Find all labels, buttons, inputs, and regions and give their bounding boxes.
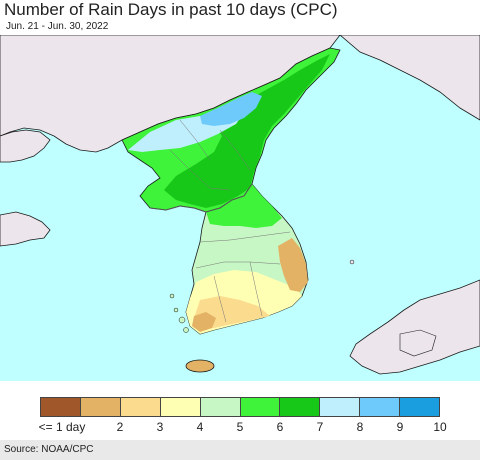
color-legend: <= 1 day 2 3 4 5 6 7 8 9 10	[38, 397, 447, 436]
land-liaodong	[0, 129, 51, 163]
rain-zone-2-south	[192, 312, 216, 332]
legend-label-5: 6	[276, 420, 284, 434]
legend-swatch-4	[200, 398, 241, 416]
legend-label-1: 2	[116, 420, 124, 434]
legend-swatch-5	[240, 398, 281, 416]
legend-label-9: 10	[433, 420, 447, 434]
land-shandong	[0, 211, 51, 247]
legend-swatch-6	[280, 398, 321, 416]
legend-swatch-7	[320, 398, 361, 416]
footer: Source: NOAA/CPC	[0, 440, 480, 460]
legend-swatch-1	[80, 398, 121, 416]
rain-zone-7-north	[164, 54, 330, 208]
legend-swatch-0	[41, 398, 81, 416]
legend-label-0: <= 1 day	[38, 420, 86, 434]
ulleung-island	[349, 259, 355, 265]
legend-label-6: 7	[316, 420, 324, 434]
dmz-border	[149, 183, 253, 213]
legend-label-3: 4	[196, 420, 204, 434]
rain-zone-6-south	[206, 184, 282, 228]
land-japan-kyushu	[399, 329, 437, 357]
legend-label-2: 3	[156, 420, 164, 434]
legend-labels: <= 1 day 2 3 4 5 6 7 8 9 10	[38, 420, 447, 436]
jeju-island	[185, 359, 215, 373]
map-title: Number of Rain Days in past 10 days (CPC…	[4, 0, 338, 19]
land-japan	[349, 279, 480, 375]
rain-zone-2-east	[278, 238, 308, 292]
legend-swatch-9	[400, 398, 440, 416]
legend-swatch-8	[360, 398, 401, 416]
rain-days-map	[0, 35, 480, 381]
legend-swatch-3	[160, 398, 201, 416]
rain-zone-9	[200, 92, 262, 126]
land-russia	[339, 35, 480, 121]
legend-label-4: 5	[236, 420, 244, 434]
date-range: Jun. 21 - Jun. 30, 2022	[6, 21, 109, 32]
source-credit: Source: NOAA/CPC	[4, 444, 94, 455]
legend-label-8: 9	[396, 420, 404, 434]
legend-label-7: 8	[356, 420, 364, 434]
legend-bar	[40, 397, 440, 417]
legend-swatch-2	[120, 398, 161, 416]
southwest-islands	[169, 293, 189, 333]
